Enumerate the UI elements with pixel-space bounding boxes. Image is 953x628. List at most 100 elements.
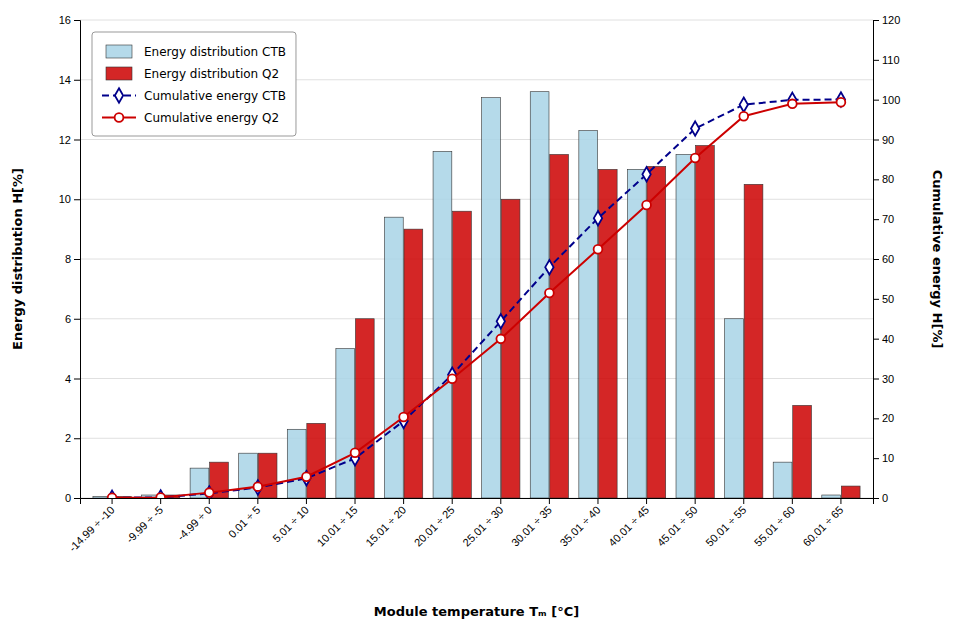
tick-mark [873,339,879,340]
bar [793,405,812,498]
tick-label: 25.01 ÷ 30 [460,504,505,549]
bar [841,486,860,498]
marker [691,121,699,135]
tick: -9.99 ÷ -5 [124,498,166,545]
tick: 10.01 ÷ 15 [314,498,359,549]
chart: -14.99 ÷ -10-9.99 ÷ -5-4.99 ÷ 00.01 ÷ 55… [0,0,953,628]
tick: 2 [65,432,80,444]
tick-mark [112,498,113,504]
tick-mark [74,498,80,499]
marker [545,289,554,298]
legend-swatch [106,67,132,80]
bar [676,154,695,498]
tick: 40.01 ÷ 45 [606,498,651,549]
bar [404,229,423,498]
legend-box [92,32,296,136]
marker [739,112,748,121]
tick-label: 30.01 ÷ 35 [509,504,554,549]
tick-mark [74,319,80,320]
bar [239,453,258,498]
marker [837,98,846,107]
grid-line [80,20,873,21]
tick-mark [597,498,598,504]
marker [642,201,651,210]
legend-item: Energy distribution Q2 [106,67,279,81]
bar [384,217,403,498]
marker [302,472,311,481]
tick-mark [452,498,453,504]
y2-axis-title: Cumulative energy H[%] [930,170,945,349]
bar [453,211,472,498]
tick-label: 20 [882,412,894,424]
marker [837,92,845,106]
tick: 70 [873,213,894,225]
tick: -4.99 ÷ 0 [175,498,214,543]
marker [253,482,262,491]
tick: 80 [873,173,894,185]
bar [696,145,715,498]
bar [822,495,841,498]
marker [351,448,360,457]
marker [496,334,505,343]
tick-label: 40.01 ÷ 45 [606,504,651,549]
bar [355,319,374,498]
tick-mark [873,20,879,21]
tick-label: 50 [882,293,894,305]
tick-mark [873,219,879,220]
tick-label: 10.01 ÷ 15 [314,504,359,549]
tick-label: 90 [882,134,894,146]
tick-label: 6 [65,313,71,325]
tick: 0.01 ÷ 5 [226,498,263,540]
tick-mark [873,418,879,419]
tick-mark [840,498,841,504]
tick: 20.01 ÷ 25 [412,498,457,549]
legend-label: Cumulative energy CTB [144,89,286,103]
tick: 55.01 ÷ 60 [752,498,797,549]
legend-swatch [106,45,132,58]
line [112,99,841,497]
line-series [108,92,845,498]
tick: 10 [873,452,894,464]
tick: 25.01 ÷ 30 [460,498,505,549]
tick-mark [500,498,501,504]
tick: 15.01 ÷ 20 [363,498,408,549]
bar [579,131,598,498]
bar [501,199,520,498]
bar [482,98,501,498]
tick: 20 [873,412,894,424]
tick-label: 5.01 ÷ 10 [270,504,311,545]
tick-label: 10 [59,193,71,205]
tick: 60.01 ÷ 65 [800,498,845,549]
marker [205,488,214,497]
tick-mark [873,379,879,380]
grid-line [80,139,873,140]
tick: 0 [873,492,888,504]
marker [448,374,457,383]
tick: 16 [59,14,80,26]
tick-mark [873,60,879,61]
legend-label: Energy distribution CTB [144,45,286,59]
bar [307,423,326,498]
marks [93,92,860,498]
tick: 30 [873,373,894,385]
bar [773,462,792,498]
y2-axis: 0102030405060708090100110120 [873,14,900,504]
tick-label: -9.99 ÷ -5 [124,504,166,546]
legend-marker [115,88,123,102]
tick-label: 16 [59,14,71,26]
tick-label: 120 [882,14,900,26]
tick: 100 [873,94,900,106]
x-axis-title: Module temperature Tₘ [°C] [374,604,579,619]
tick-label: 50.01 ÷ 55 [703,504,748,549]
tick: 120 [873,14,900,26]
tick-mark [873,259,879,260]
tick: 0 [65,492,80,504]
axis-line [81,499,874,505]
tick-label: 2 [65,432,71,444]
marker [594,211,602,225]
bar-series [93,92,841,498]
tick-mark [873,179,879,180]
y-axis-title: Energy distribution H[%] [10,168,25,350]
tick-label: 20.01 ÷ 25 [412,504,457,549]
tick-label: 0 [65,492,71,504]
